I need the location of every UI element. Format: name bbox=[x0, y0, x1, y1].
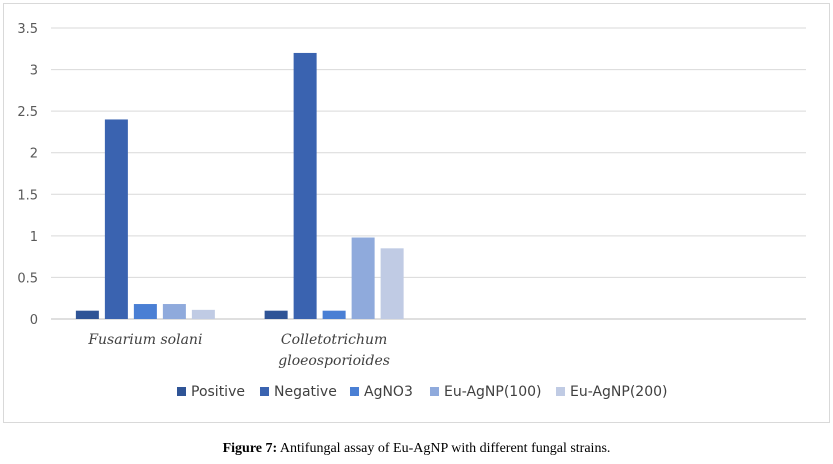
legend-swatch bbox=[430, 387, 439, 396]
legend-label: Eu-AgNP(100) bbox=[444, 384, 542, 400]
legend: Positive Negative AgNO3 Eu-AgNP(100) Eu-AgNP… bbox=[177, 384, 668, 400]
legend-label: Eu-AgNP(200) bbox=[570, 384, 668, 400]
legend-swatch bbox=[260, 387, 269, 396]
bar-eu-agnp-200- bbox=[380, 248, 404, 319]
figure-caption: Figure 7: Antifungal assay of Eu-AgNP wi… bbox=[0, 441, 833, 457]
chart-plot: 0 0.5 1 1.5 2 2.5 3 3.5 Fusarium solani Colletot… bbox=[17, 22, 806, 400]
bar-negative bbox=[104, 119, 128, 319]
y-tick-label: 0.5 bbox=[17, 271, 38, 286]
y-axis-ticks: 0 0.5 1 1.5 2 2.5 3 3.5 bbox=[17, 22, 38, 328]
caption-text: Antifungal assay of Eu-AgNP with differe… bbox=[277, 441, 611, 456]
y-tick-label: 1.5 bbox=[17, 188, 38, 203]
bar-eu-agnp-200- bbox=[191, 309, 215, 319]
y-tick-label: 3 bbox=[30, 64, 38, 79]
bar-agno3 bbox=[322, 310, 346, 319]
legend-swatch bbox=[177, 387, 186, 396]
legend-label: Positive bbox=[191, 384, 245, 400]
category-label: Colletotrichum bbox=[281, 332, 387, 348]
y-tick-label: 0 bbox=[30, 313, 38, 328]
bar-eu-agnp-100- bbox=[162, 304, 186, 319]
bar-agno3 bbox=[133, 304, 157, 319]
bars bbox=[75, 52, 404, 319]
chart-frame: 0 0.5 1 1.5 2 2.5 3 3.5 Fusarium solani Colletot… bbox=[3, 3, 830, 423]
bar-positive bbox=[264, 310, 288, 319]
gridlines bbox=[51, 27, 806, 320]
caption-prefix: Figure 7: bbox=[222, 441, 278, 456]
legend-swatch bbox=[350, 387, 359, 396]
legend-label: AgNO3 bbox=[364, 384, 413, 400]
y-tick-label: 2.5 bbox=[17, 105, 38, 120]
legend-swatch bbox=[556, 387, 565, 396]
category-labels: Fusarium solani Colletotrichum gloeosporio… bbox=[87, 332, 390, 369]
bar-eu-agnp-100- bbox=[351, 237, 375, 319]
y-tick-label: 2 bbox=[30, 147, 38, 162]
bar-positive bbox=[75, 310, 99, 319]
y-tick-label: 1 bbox=[30, 230, 38, 245]
legend-label: Negative bbox=[274, 384, 337, 400]
category-label: Fusarium solani bbox=[87, 332, 202, 348]
category-label: gloeosporioides bbox=[278, 353, 390, 369]
bar-negative bbox=[293, 52, 317, 319]
y-tick-label: 3.5 bbox=[17, 22, 38, 37]
